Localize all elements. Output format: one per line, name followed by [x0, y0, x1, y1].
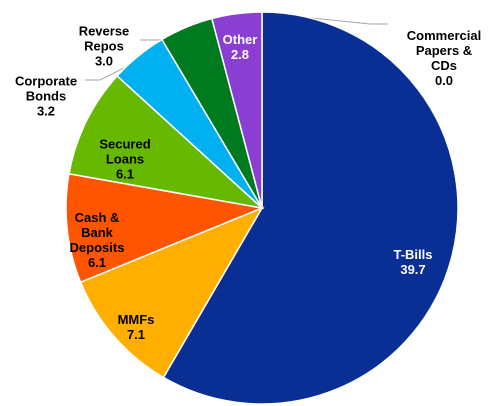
value-label: 2.8: [230, 47, 250, 62]
leader-line: [85, 65, 129, 81]
category-label: Reverse Repos: [78, 23, 130, 54]
pie-slice: [210, 11, 263, 209]
slice-label: Reverse Repos 3.0: [73, 24, 135, 69]
slice-label: Cash & Bank Deposits 6.1: [64, 210, 130, 270]
slice-label: Secured Loans 6.1: [92, 137, 158, 182]
category-label: MMFs: [117, 312, 155, 327]
pie-slice: [162, 11, 459, 405]
value-label: 7.1: [126, 327, 146, 342]
category-label: Commercial Papers & CDs: [406, 28, 482, 73]
value-label: 39.7: [400, 262, 426, 277]
value-label: 6.1: [87, 255, 107, 270]
value-label: 6.1: [115, 166, 135, 182]
slice-label: MMFs 7.1: [106, 312, 166, 342]
value-label: 3.0: [94, 53, 114, 69]
slice-label: Corporate Bonds 3.2: [10, 74, 82, 119]
pie-slice: [68, 74, 265, 210]
category-label: Corporate Bonds: [14, 73, 78, 104]
category-label: T-Bills: [393, 247, 433, 262]
category-label: Other: [222, 32, 258, 47]
value-label: 0.0: [434, 73, 454, 88]
category-label: Secured Loans: [99, 136, 151, 167]
slice-label: Other 2.8: [215, 32, 265, 62]
slice-label: T-Bills 39.7: [383, 247, 443, 277]
category-label: Cash & Bank Deposits: [69, 210, 125, 255]
pie-slice: [65, 172, 265, 284]
slice-label: Commercial Papers & CDs 0.0: [403, 28, 485, 88]
pie-slice: [79, 206, 264, 379]
value-label: 3.2: [36, 103, 56, 119]
